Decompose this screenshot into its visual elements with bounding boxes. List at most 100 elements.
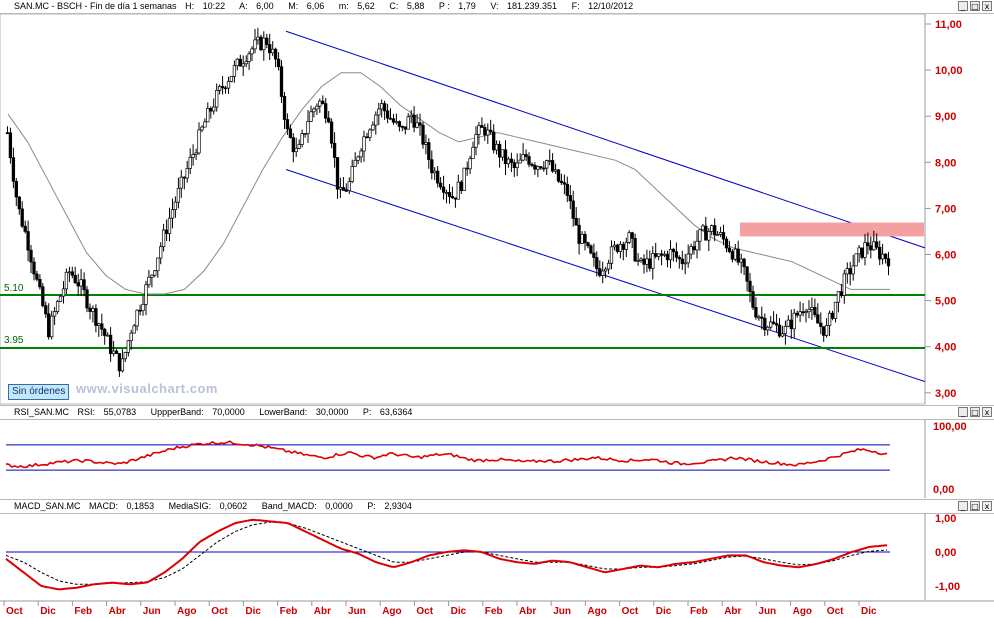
candle-body: [447, 192, 452, 197]
candle-body: [474, 134, 478, 148]
band-macd-label: Band_MACD:: [261, 501, 317, 511]
lower-band-value: 30,0000: [315, 407, 349, 417]
signal-label: MediaSIG:: [168, 501, 212, 511]
minimize-button[interactable]: _: [958, 1, 968, 11]
candle-body: [300, 133, 304, 145]
close-button[interactable]: x: [982, 1, 992, 11]
candle-body: [306, 121, 310, 134]
candle-body: [813, 307, 817, 316]
candle-body: [312, 108, 316, 113]
candle-body: [35, 273, 39, 280]
open-label: A:: [239, 1, 248, 11]
candle-body: [875, 241, 879, 248]
candle-body: [421, 124, 425, 145]
candle-body: [645, 258, 649, 265]
candle-body: [179, 176, 183, 189]
price-axis-label: 9,00: [935, 111, 956, 123]
moving-average-line: [7, 72, 890, 295]
candle-body: [606, 262, 611, 270]
candle-body: [433, 170, 437, 174]
open-value: 6,00: [256, 1, 274, 11]
candle-body: [61, 288, 66, 297]
candle-body: [253, 39, 257, 50]
price-header-text: SAN.MC - BSCH - Fin de día 1 semanas H: …: [14, 0, 645, 13]
candle-body: [822, 326, 826, 336]
candle-body: [745, 266, 749, 282]
candle-body: [830, 312, 835, 319]
candle-body: [657, 253, 661, 257]
time-axis-label: Ago: [177, 606, 196, 617]
candle-body: [810, 307, 814, 310]
candle-body: [424, 142, 428, 145]
macd-minimize-button[interactable]: _: [958, 501, 968, 511]
time-axis-label: Dic: [861, 606, 877, 617]
time-axis-label: Abr: [109, 606, 126, 617]
time-axis-label: Jun: [348, 606, 366, 617]
rsi-p-value: 63,6364: [379, 407, 413, 417]
candle-body: [318, 100, 322, 107]
candle-body: [848, 268, 852, 275]
candle-body: [191, 154, 195, 158]
price-axis-label: 7,00: [935, 203, 956, 215]
date-label: F:: [571, 1, 580, 11]
price-window-buttons: _ □ x: [958, 1, 992, 11]
candle-body: [565, 183, 569, 196]
candle-body: [47, 313, 51, 338]
candle-body: [527, 156, 531, 165]
time-axis-label: Feb: [74, 606, 92, 617]
price-axis-label: 4,00: [935, 342, 956, 354]
candle-body: [135, 309, 139, 327]
candle-body: [123, 352, 127, 360]
candle-body: [126, 340, 130, 353]
candle-body: [324, 103, 328, 119]
candle-body: [50, 315, 54, 338]
rsi-close-button[interactable]: x: [982, 407, 992, 417]
candle-body: [353, 159, 357, 167]
macd-close-button[interactable]: x: [982, 501, 992, 511]
candle-body: [878, 246, 882, 260]
candle-body: [839, 291, 844, 296]
candle-body: [783, 326, 788, 335]
time-axis-label: Dic: [451, 606, 467, 617]
candle-body: [276, 58, 281, 68]
candle-body: [789, 319, 793, 330]
candle-body: [259, 36, 263, 51]
macd-value: 0,1853: [126, 501, 155, 511]
macd-maximize-button[interactable]: □: [970, 501, 980, 511]
candle-body: [217, 86, 222, 91]
rsi-maximize-button[interactable]: □: [970, 407, 980, 417]
candle-body: [17, 196, 21, 210]
candle-body: [456, 181, 460, 200]
time-axis-label: Jun: [143, 606, 161, 617]
candle-body: [668, 248, 673, 261]
candle-body: [468, 158, 472, 170]
time-axis-label: Dic: [245, 606, 261, 617]
candle-body: [736, 248, 740, 263]
maximize-button[interactable]: □: [970, 1, 980, 11]
candle-body: [574, 218, 578, 226]
candle-body: [483, 127, 487, 136]
candle-body: [521, 154, 525, 161]
candle-body: [804, 311, 808, 314]
candle-body: [315, 105, 319, 110]
candle-body: [73, 274, 77, 284]
candle-body: [220, 86, 225, 89]
candle-body: [335, 157, 340, 190]
candle-body: [41, 286, 45, 307]
candle-body: [801, 311, 805, 314]
candle-body: [654, 253, 658, 257]
candle-body: [480, 125, 484, 128]
candle-body: [683, 262, 687, 265]
candle-body: [94, 308, 98, 326]
candle-body: [533, 165, 537, 170]
candle-body: [680, 258, 684, 265]
candle-body: [106, 334, 110, 337]
candle-body: [327, 117, 331, 123]
sin-ordenes-button[interactable]: Sin órdenes: [8, 384, 70, 400]
rsi-minimize-button[interactable]: _: [958, 407, 968, 417]
candle-body: [459, 181, 463, 191]
price-axis-label: 5,00: [935, 296, 956, 308]
candle-body: [409, 114, 413, 118]
candle-body: [506, 158, 511, 165]
